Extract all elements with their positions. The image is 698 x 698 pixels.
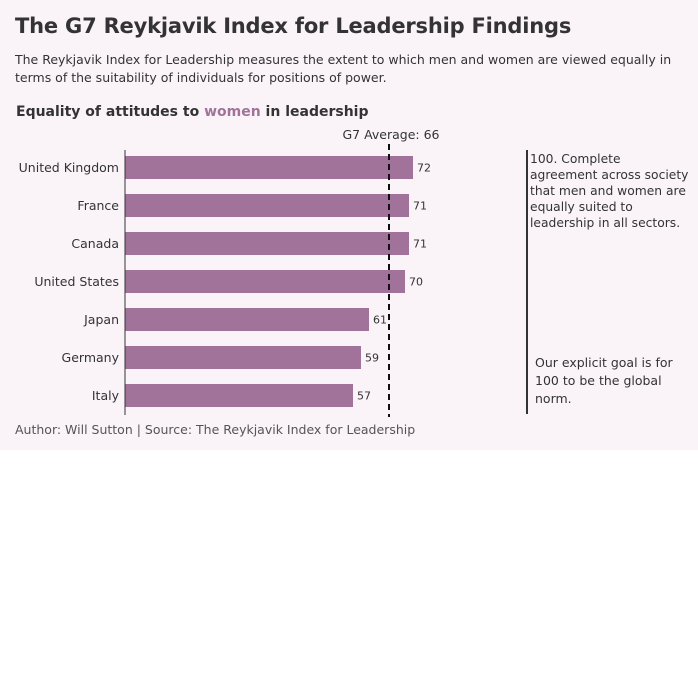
annotation-complete-agreement: 100. Complete agreement across society t… — [530, 152, 689, 230]
category-label-canada: Canada — [71, 236, 119, 251]
category-label-france: France — [77, 198, 119, 213]
average-reference-label: G7 Average: 66 — [342, 127, 439, 142]
bar-france — [125, 194, 409, 217]
bar-japan — [125, 308, 369, 331]
category-label-united-kingdom: United Kingdom — [19, 160, 119, 175]
category-label-japan: Japan — [83, 312, 119, 327]
annotation-goal: Our explicit goal is for 100 to be the g… — [535, 355, 673, 406]
chart-panel: The G7 Reykjavik Index for Leadership Fi… — [0, 0, 698, 450]
chart-heading-highlight: women — [204, 104, 261, 120]
bar-united-kingdom — [125, 156, 413, 179]
value-label-france: 71 — [413, 200, 427, 213]
target-line-100 — [526, 150, 528, 414]
value-label-united-kingdom: 72 — [417, 162, 431, 175]
value-label-italy: 57 — [357, 390, 371, 403]
category-label-italy: Italy — [92, 388, 120, 403]
chart-heading-prefix: Equality of attitudes to — [16, 104, 205, 120]
value-label-germany: 59 — [365, 352, 379, 365]
bar-united-states — [125, 270, 405, 293]
footer-source: Author: Will Sutton | Source: The Reykja… — [15, 422, 416, 437]
category-label-germany: Germany — [62, 350, 120, 365]
bar-germany — [125, 346, 361, 369]
page-subtitle: The Reykjavik Index for Leadership measu… — [15, 52, 672, 85]
bar-chart: United Kingdom 72 France 71 Canada 71 United S… — [19, 127, 440, 417]
value-label-canada: 71 — [413, 238, 427, 251]
chart-heading: Equality of attitudes to women in leader… — [16, 104, 368, 120]
page-title: The G7 Reykjavik Index for Leadership Fi… — [15, 14, 572, 38]
chart-heading-suffix: in leadership — [260, 104, 369, 120]
category-label-united-states: United States — [34, 274, 119, 289]
value-label-united-states: 70 — [409, 276, 423, 289]
bar-canada — [125, 232, 409, 255]
value-label-japan: 61 — [373, 314, 387, 327]
bar-italy — [125, 384, 353, 407]
